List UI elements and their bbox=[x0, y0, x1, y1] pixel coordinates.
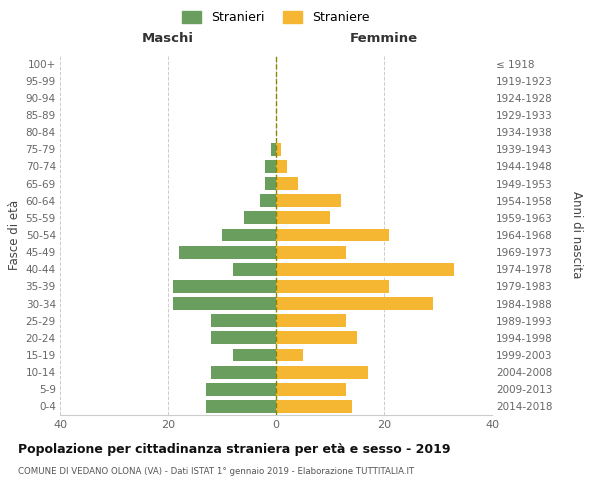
Bar bbox=[206, 383, 276, 396]
Bar bbox=[276, 263, 454, 276]
Bar bbox=[276, 332, 357, 344]
Text: Femmine: Femmine bbox=[350, 32, 418, 44]
Bar bbox=[173, 297, 276, 310]
Bar bbox=[179, 246, 276, 258]
Y-axis label: Anni di nascita: Anni di nascita bbox=[569, 192, 583, 278]
Bar bbox=[276, 383, 346, 396]
Bar bbox=[206, 400, 276, 413]
Bar bbox=[276, 314, 346, 327]
Bar bbox=[244, 212, 276, 224]
Bar bbox=[276, 160, 287, 173]
Bar bbox=[260, 194, 276, 207]
Bar bbox=[276, 366, 368, 378]
Bar bbox=[276, 177, 298, 190]
Bar bbox=[233, 263, 276, 276]
Bar bbox=[276, 246, 346, 258]
Bar bbox=[222, 228, 276, 241]
Bar bbox=[276, 143, 281, 156]
Bar bbox=[211, 332, 276, 344]
Text: COMUNE DI VEDANO OLONA (VA) - Dati ISTAT 1° gennaio 2019 - Elaborazione TUTTITAL: COMUNE DI VEDANO OLONA (VA) - Dati ISTAT… bbox=[18, 468, 414, 476]
Bar bbox=[276, 348, 303, 362]
Bar bbox=[233, 348, 276, 362]
Bar bbox=[276, 194, 341, 207]
Bar bbox=[211, 314, 276, 327]
Y-axis label: Fasce di età: Fasce di età bbox=[8, 200, 22, 270]
Bar bbox=[271, 143, 276, 156]
Bar bbox=[265, 160, 276, 173]
Bar bbox=[173, 280, 276, 293]
Bar bbox=[276, 280, 389, 293]
Text: Popolazione per cittadinanza straniera per età e sesso - 2019: Popolazione per cittadinanza straniera p… bbox=[18, 442, 451, 456]
Bar bbox=[276, 228, 389, 241]
Bar bbox=[276, 212, 330, 224]
Text: Maschi: Maschi bbox=[142, 32, 194, 44]
Legend: Stranieri, Straniere: Stranieri, Straniere bbox=[182, 11, 370, 24]
Bar bbox=[276, 297, 433, 310]
Bar bbox=[211, 366, 276, 378]
Bar bbox=[276, 400, 352, 413]
Bar bbox=[265, 177, 276, 190]
